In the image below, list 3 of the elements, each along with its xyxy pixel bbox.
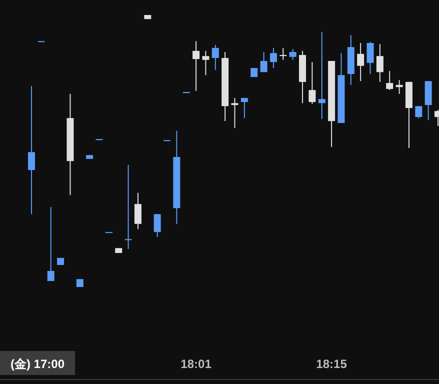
text: (金) 17:00 [10,357,65,371]
x-tick-label: 18:15 [316,357,348,371]
x-tick-label: 18:01 [180,357,212,371]
